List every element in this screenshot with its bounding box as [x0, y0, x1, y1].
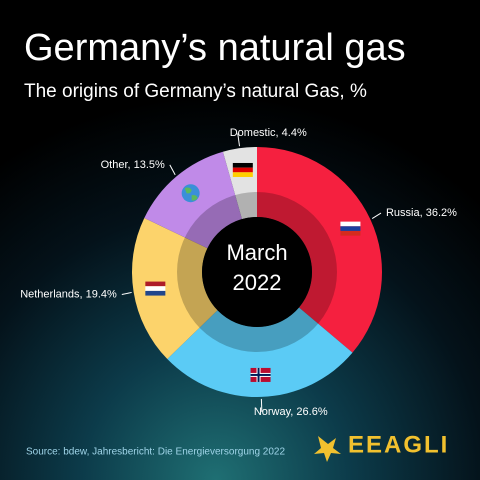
data-label: Russia, 36.2%	[386, 207, 457, 219]
flag-icon	[340, 221, 361, 227]
leader-line	[121, 291, 132, 296]
center-text: 2022	[233, 270, 282, 295]
flag-icon	[340, 226, 361, 231]
flag-icon	[340, 230, 361, 236]
flag-icon	[145, 290, 166, 296]
flag-icon	[145, 286, 166, 291]
flag-icon	[232, 172, 253, 177]
donut: Russia, 36.2% Norway, 26.6% Netherlands, 1…	[20, 127, 457, 418]
donut-slice	[167, 307, 353, 397]
flag-icon	[145, 281, 166, 287]
flag-icon	[232, 162, 253, 168]
donut-slice	[131, 217, 218, 360]
flag-icon	[250, 373, 271, 376]
source-note: Source: bdew, Jahresbericht: Die Energie…	[26, 447, 285, 458]
donut-slice	[257, 147, 383, 353]
globe-icon	[181, 184, 200, 203]
leader-line	[169, 164, 176, 176]
center-text: March	[226, 240, 287, 265]
data-label: Other, 13.5%	[101, 159, 165, 171]
donut-hole	[202, 217, 312, 327]
leader-line	[237, 133, 241, 147]
logo-icon	[314, 436, 341, 462]
inner-shade	[177, 192, 337, 352]
data-label: Norway, 26.6%	[254, 406, 328, 418]
chart-title: Germany’s natural gas	[24, 27, 406, 69]
chart-subtitle: The origins of Germany’s natural Gas, %	[24, 81, 367, 102]
logo: EEAGLI	[348, 431, 449, 458]
leader-line	[371, 212, 382, 219]
data-label: Netherlands, 19.4%	[20, 288, 117, 300]
flag-icon	[232, 167, 253, 173]
data-label: Domestic, 4.4%	[230, 127, 307, 139]
globe-icon	[184, 187, 198, 201]
